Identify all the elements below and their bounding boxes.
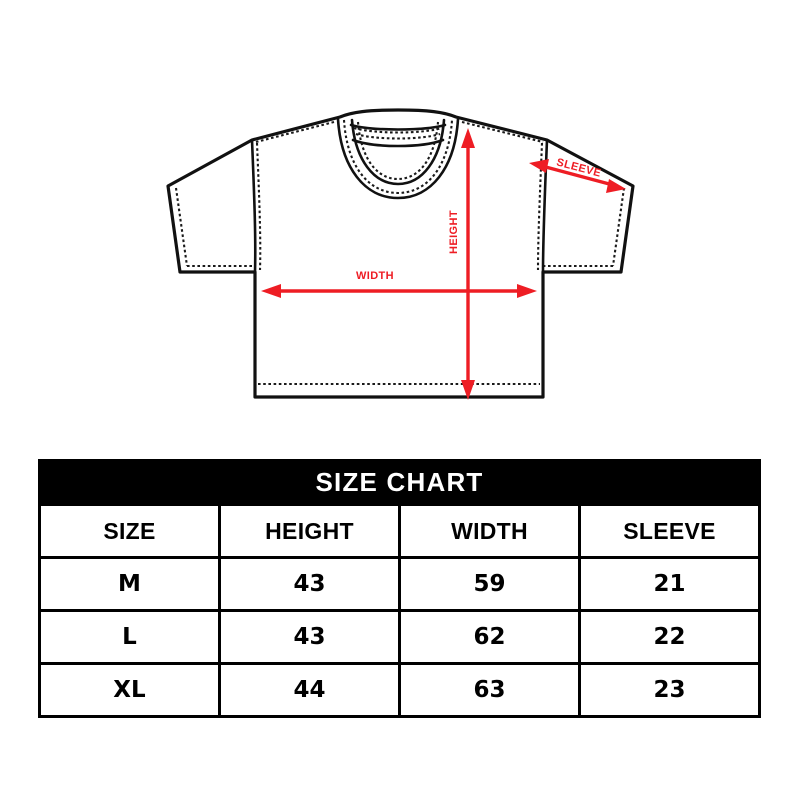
tshirt-body-outline: [166, 108, 635, 399]
column-header-height: HEIGHT: [218, 503, 401, 559]
table-row: M 43 59 21: [38, 556, 761, 612]
width-measure-label: WIDTH: [356, 270, 394, 282]
size-chart-table: SIZE CHART SIZE HEIGHT WIDTH SLEEVE M 43…: [38, 459, 761, 718]
collar-outer-curve: [336, 117, 460, 200]
back-neck-tape-upper: [349, 123, 447, 131]
size-chart-title: SIZE CHART: [38, 459, 761, 506]
cell-width-m: 59: [398, 556, 581, 612]
table-title-row: SIZE CHART: [38, 459, 761, 506]
right-armhole-stitch: [536, 142, 544, 271]
cell-height-l: 43: [218, 609, 401, 665]
left-armhole-seam: [250, 138, 257, 274]
back-neck-tape-lower: [351, 138, 445, 148]
height-measure-label: HEIGHT: [448, 210, 460, 254]
sleeve-measure-line: [541, 164, 614, 187]
left-armhole-stitch: [255, 142, 262, 271]
height-arrow-head-bottom: [461, 380, 475, 400]
right-shoulder-stitch: [461, 120, 544, 144]
back-neck-tape-stitch-upper: [353, 126, 443, 134]
column-header-sleeve: SLEEVE: [578, 503, 761, 559]
back-neck-tape-stitch-lower: [355, 132, 441, 140]
tshirt-illustration: HEIGHT WIDTH SLEEVE: [166, 108, 635, 400]
cell-size-l: L: [38, 609, 221, 665]
cell-width-l: 62: [398, 609, 581, 665]
width-measurement: WIDTH: [261, 270, 537, 298]
right-armhole-seam: [541, 138, 549, 274]
sleeve-arrow-head-right: [606, 179, 626, 193]
cell-height-m: 43: [218, 556, 401, 612]
width-arrow-head-right: [517, 284, 537, 298]
table-row: XL 44 63 23: [38, 662, 761, 718]
table-row: L 43 62 22: [38, 609, 761, 665]
cell-height-xl: 44: [218, 662, 401, 718]
collar-outer-stitch: [342, 119, 454, 195]
cell-size-xl: XL: [38, 662, 221, 718]
tshirt-diagram: HEIGHT WIDTH SLEEVE: [166, 108, 635, 400]
column-header-size: SIZE: [38, 503, 221, 559]
cell-size-m: M: [38, 556, 221, 612]
width-arrow-head-left: [261, 284, 281, 298]
cell-sleeve-l: 22: [578, 609, 761, 665]
cell-width-xl: 63: [398, 662, 581, 718]
height-measurement: HEIGHT: [448, 128, 475, 400]
collar-inner-curve: [350, 118, 446, 186]
sleeve-arrow-head-left: [529, 159, 549, 173]
column-header-width: WIDTH: [398, 503, 581, 559]
cell-sleeve-m: 21: [578, 556, 761, 612]
table-header-row: SIZE HEIGHT WIDTH SLEEVE: [38, 503, 761, 559]
cell-sleeve-xl: 23: [578, 662, 761, 718]
height-arrow-head-top: [461, 128, 475, 148]
